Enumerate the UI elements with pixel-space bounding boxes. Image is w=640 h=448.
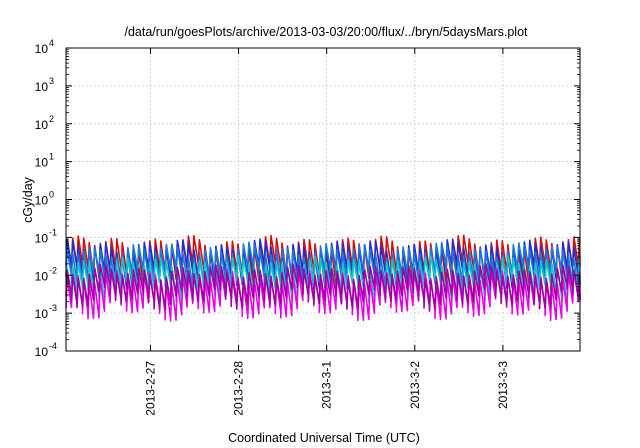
x-tick-label: 2013-2-28 [232,361,246,416]
y-tick-label: 10 [35,194,49,208]
y-tick-exponent: -2 [49,265,57,275]
series-group [65,234,581,322]
x-tick-label: 2013-3-2 [408,361,422,409]
y-tick-label: 10 [35,269,49,283]
y-tick-label: 10 [35,42,49,56]
y-tick-exponent: -4 [49,341,57,351]
y-tick-exponent: 1 [49,152,54,162]
y-tick-exponent: 4 [49,38,54,48]
x-axis-ticks: 2013-2-27 2013-2-28 2013-3-1 2013-3-2 2013-3… [143,48,510,416]
chart-title: /data/run/goesPlots/archive/2013-03-03/2… [124,25,528,39]
y-tick-label: 10 [35,345,49,359]
y-tick-label: 10 [35,307,49,321]
y-tick-label: 10 [35,118,49,132]
y-axis-label: cGy/day [21,176,35,223]
y-tick-label: 10 [35,156,49,170]
y-tick-exponent: -3 [49,303,57,313]
series-line [65,263,581,311]
y-tick-exponent: 3 [49,76,54,86]
y-tick-exponent: 0 [49,190,54,200]
grid [66,48,580,351]
y-tick-label: 10 [35,80,49,94]
x-axis-label: Coordinated Universal Time (UTC) [228,431,420,445]
y-tick-exponent: 2 [49,114,54,124]
y-tick-exponent: -1 [49,227,57,237]
x-tick-label: 2013-2-27 [143,361,157,416]
x-tick-label: 2013-3-1 [320,361,334,409]
y-tick-label: 10 [35,231,49,245]
x-tick-label: 2013-3-3 [496,361,510,409]
